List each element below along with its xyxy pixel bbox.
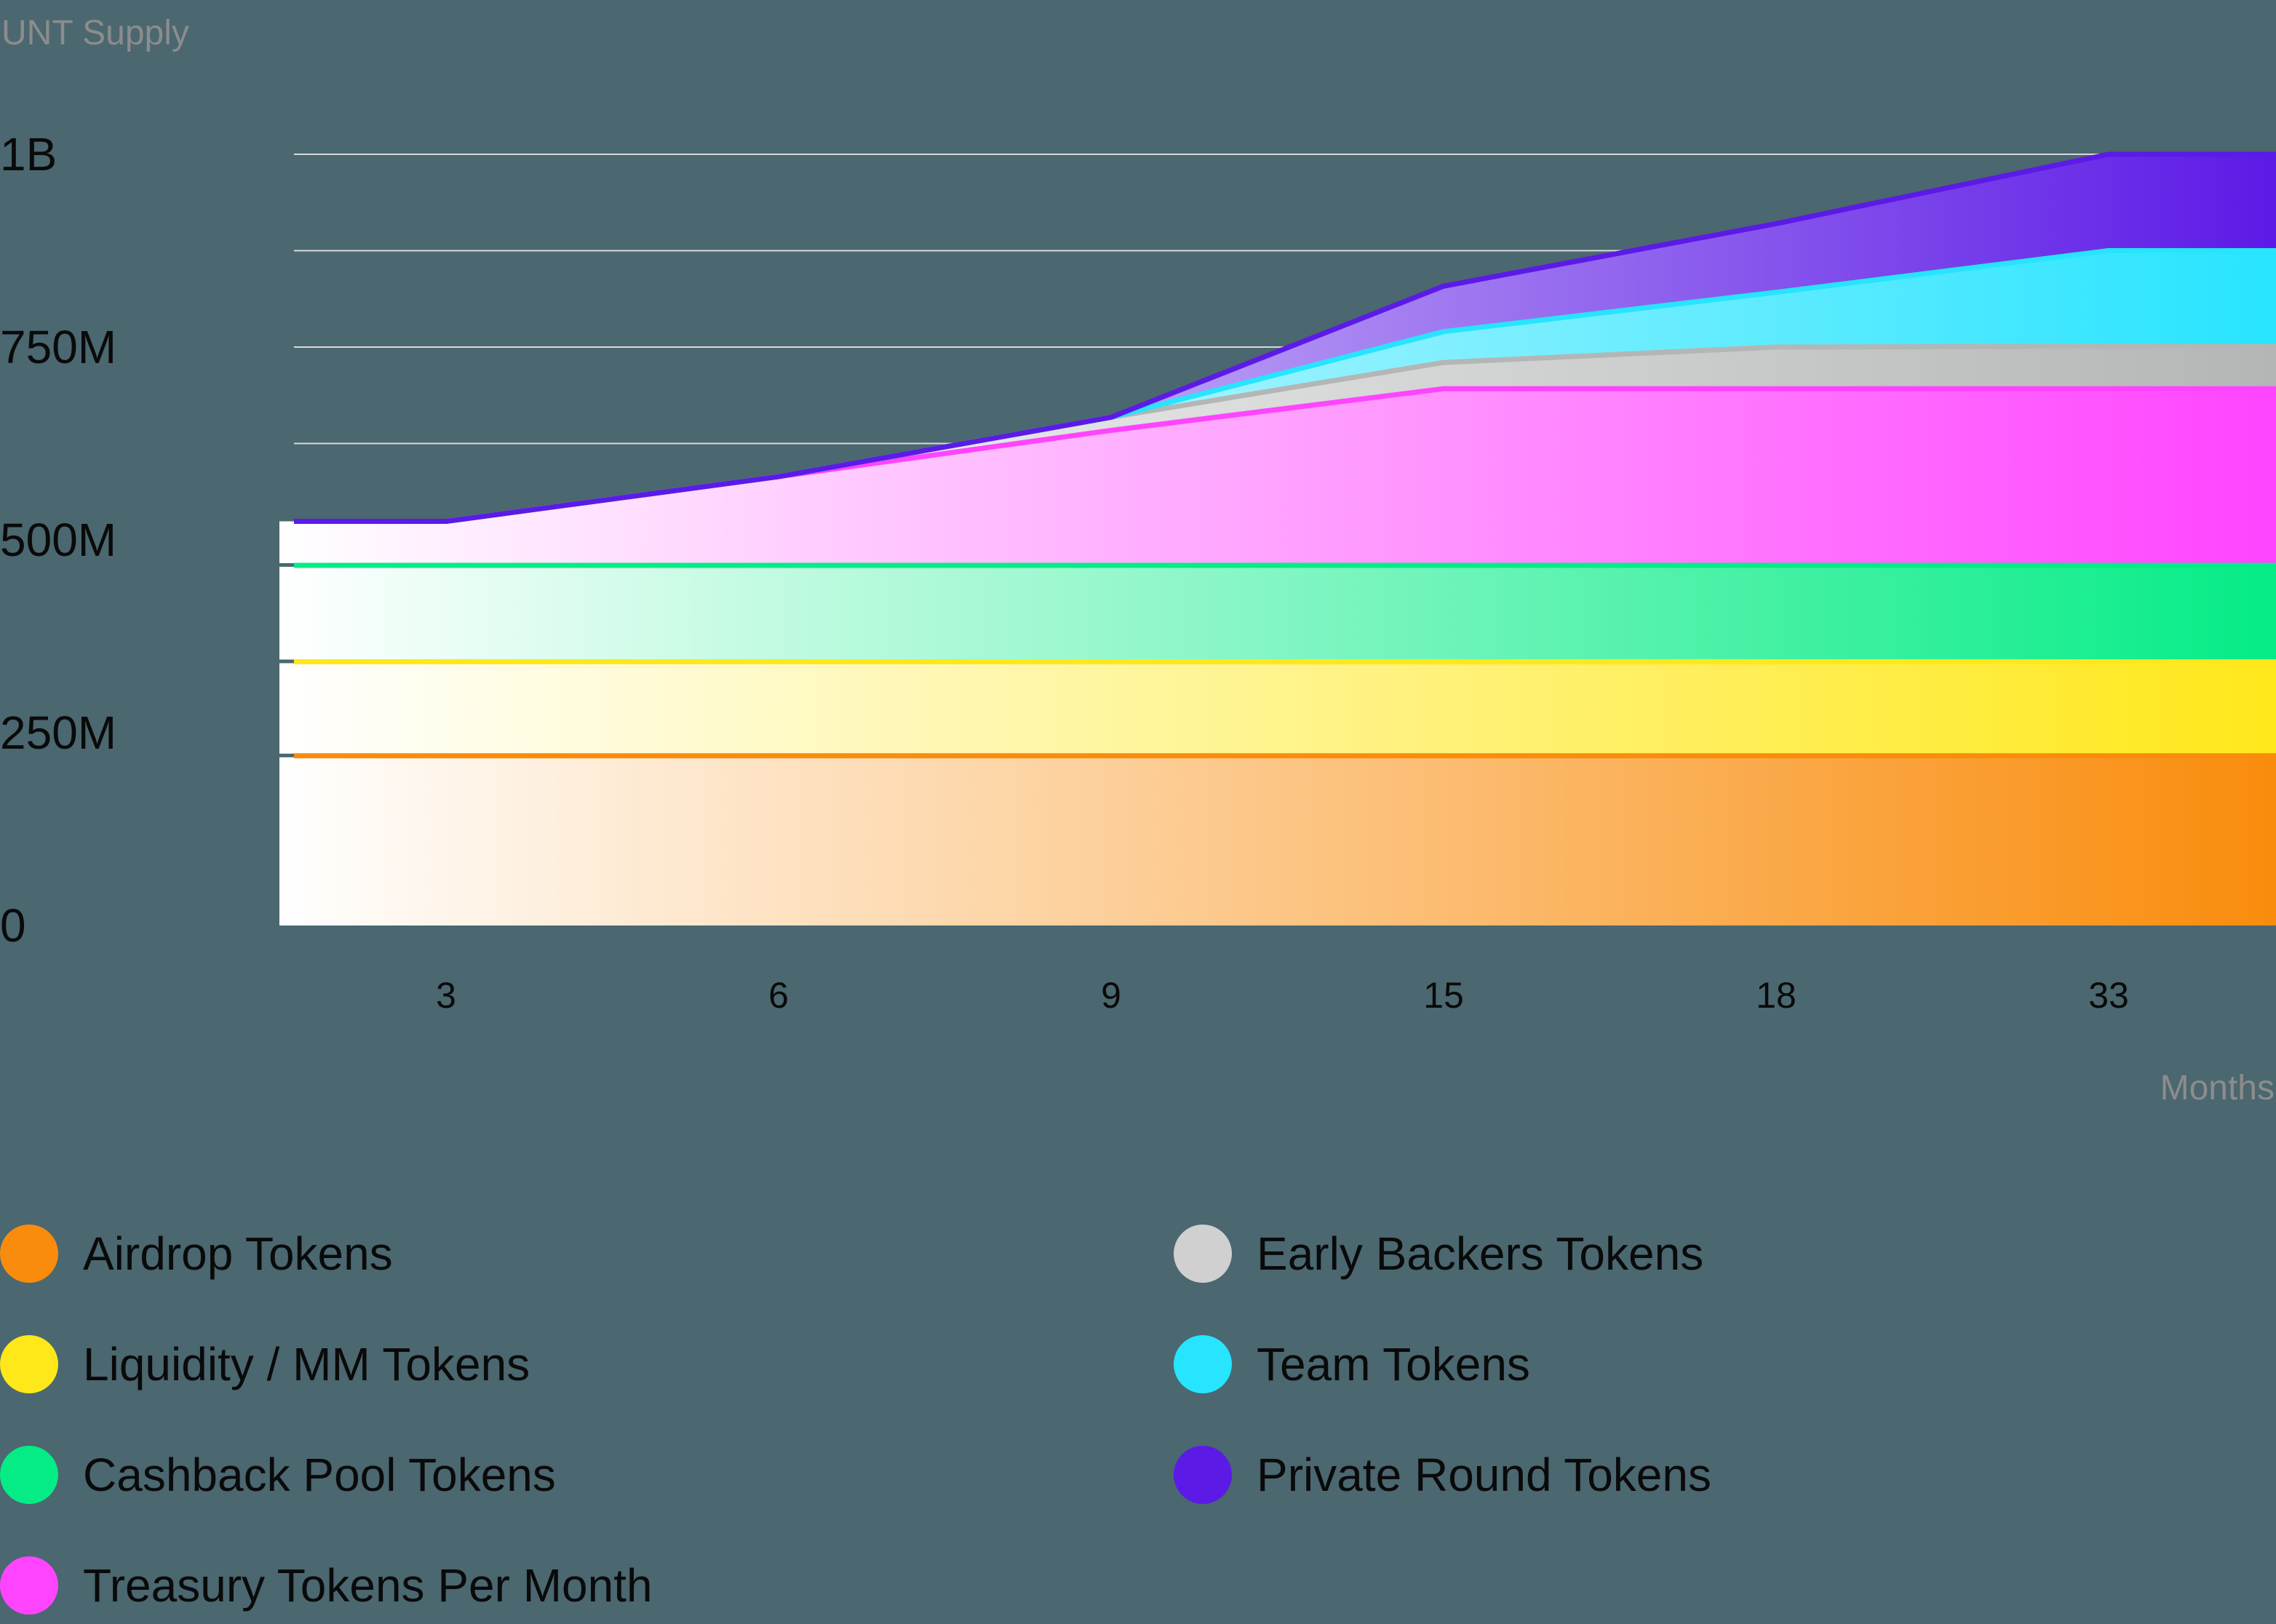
area-liquidity-mm-tokens [279,661,2276,756]
area-treasury-tokens-per-month [279,389,2276,565]
y-tick-label: 1B [0,128,57,180]
band-tick [279,562,294,567]
legend-swatch-icon [0,1446,58,1504]
legend-item: Private Round Tokens [1174,1446,1711,1504]
legend-swatch-icon [0,1335,58,1393]
series-lines [294,151,2276,759]
legend-item: Airdrop Tokens [0,1225,393,1283]
y-tick-label: 250M [0,706,117,759]
y-tick-label: 500M [0,514,117,566]
area-series [279,154,2276,926]
x-tick-label: 33 [2088,975,2129,1016]
x-tick-label: 3 [436,975,456,1016]
stacked-area-chart [279,151,2276,926]
legend-swatch-icon [1174,1335,1232,1393]
area-early-backers-tokens [279,346,2276,522]
legend-label: Early Backers Tokens [1257,1227,1704,1280]
legend-swatch-icon [0,1556,58,1615]
legend-item: Treasury Tokens Per Month [0,1556,653,1615]
area-private-round-tokens [279,154,2276,522]
legend-item: Early Backers Tokens [1174,1225,1703,1283]
legend-swatch-icon [1174,1225,1232,1283]
chart-legend: Airdrop Tokens Liquidity / MM Tokens Cashb… [0,1225,2276,1617]
y-tick-label: 750M [0,321,117,373]
legend-label: Liquidity / MM Tokens [83,1338,530,1390]
legend-swatch-icon [0,1225,58,1283]
line-private-round-tokens [294,151,2276,525]
area-airdrop-tokens [279,755,2276,926]
band-ticks [279,562,294,757]
x-tick-label: 9 [1101,975,1121,1016]
area-cashback-pool-tokens [279,565,2276,662]
legend-item: Cashback Pool Tokens [0,1446,556,1504]
legend-label: Airdrop Tokens [83,1227,393,1280]
legend-swatch-icon [1174,1446,1232,1504]
legend-label: Team Tokens [1257,1338,1530,1390]
x-tick-label: 18 [1756,975,1796,1016]
legend-item: Team Tokens [1174,1335,1530,1393]
band-tick [279,753,294,757]
y-tick-label: 0 [0,899,26,952]
legend-label: Private Round Tokens [1257,1449,1711,1501]
legend-item: Liquidity / MM Tokens [0,1335,530,1393]
x-axis-title: Months [2160,1069,2275,1107]
legend-label: Treasury Tokens Per Month [83,1559,653,1612]
band-tick [279,659,294,664]
y-axis-title: UNT Supply [1,14,189,52]
legend-label: Cashback Pool Tokens [83,1449,556,1501]
x-tick-label: 6 [768,975,789,1016]
area-team-tokens [279,250,2276,522]
x-tick-label: 15 [1423,975,1464,1016]
